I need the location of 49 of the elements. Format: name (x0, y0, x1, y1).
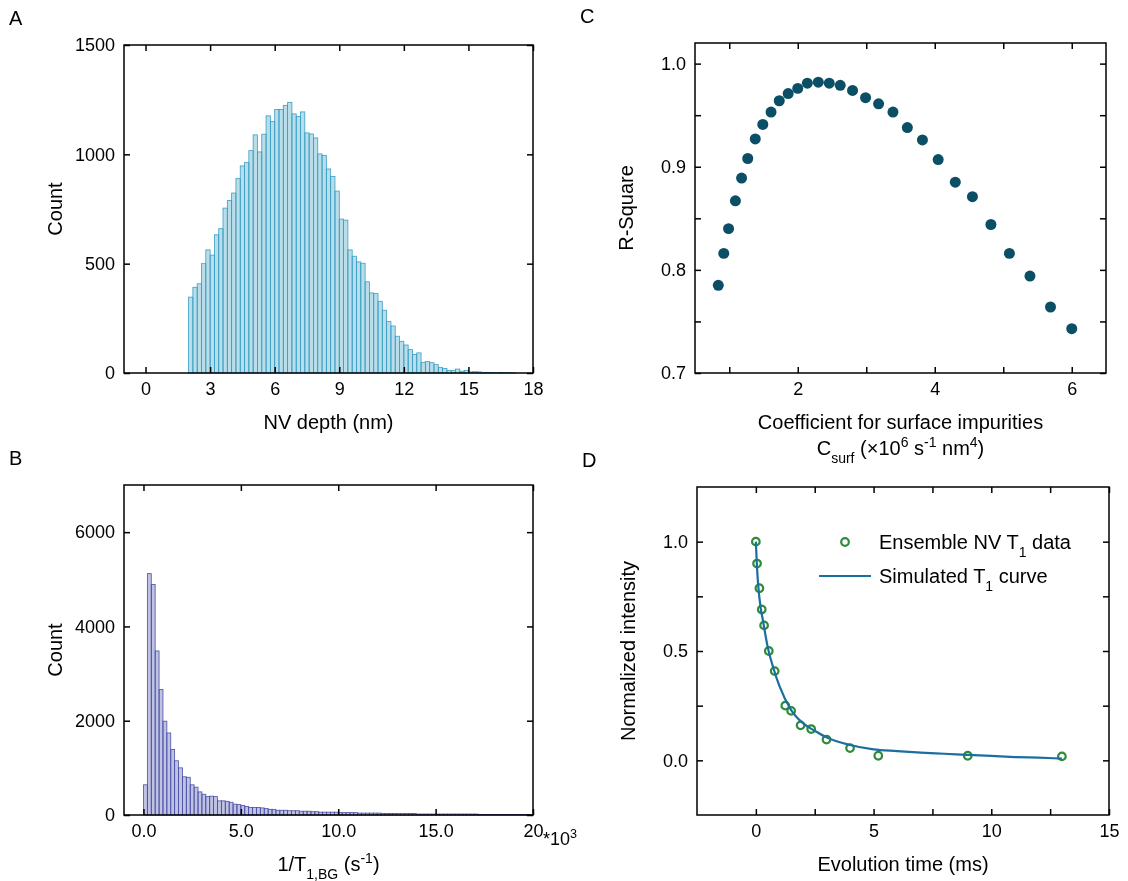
y-tick-label: 0 (104, 363, 115, 384)
y-tick-label: 0.7 (660, 363, 686, 384)
chart-title: D (582, 449, 597, 471)
y-tick-label: 0.8 (660, 260, 686, 281)
y-axis-title: Count (44, 181, 66, 236)
y-tick-label: 1.0 (662, 531, 688, 552)
y-tick-label: 1.0 (660, 53, 686, 74)
chart-title: B (9, 447, 23, 469)
y-tick-label: 2000 (74, 710, 115, 731)
x-tick-label: 9 (334, 378, 345, 399)
y-tick-label: 0.0 (662, 750, 688, 771)
x-tick-label: 5 (869, 820, 880, 841)
x-tick-label: 0.0 (131, 820, 157, 841)
x-tick-label: 0 (751, 820, 762, 841)
x-tick-label: 18 (523, 378, 544, 399)
x-tick-label: 5.0 (228, 820, 254, 841)
x-tick-label: 15 (458, 378, 479, 399)
x-tick-label: 3 (205, 378, 216, 399)
x-tick-label: 4 (930, 378, 941, 399)
chart-title: C (580, 5, 595, 27)
y-axis-title: Count (44, 622, 66, 677)
y-axis-title: R-Square (615, 165, 637, 251)
x-tick-label: 6 (1067, 378, 1078, 399)
y-tick-label: 4000 (74, 616, 115, 637)
x-axis-title: NV depth (nm) (263, 411, 394, 433)
legend-label: Ensemble NV T$_{1}$ data (879, 531, 1072, 560)
y-axis-title: Normalized intensity (617, 560, 639, 742)
x-tick-label: 0 (141, 378, 152, 399)
x-tick-label: 12 (394, 378, 415, 399)
legend-label: Simulated T$_{1}$ curve (879, 565, 1048, 594)
text: Coefficient for surface impurities C$_{surf}$ (×10$^{6}$ s$^{-1}$ nm$^{4}$) (757, 411, 1044, 466)
x-tick-label: 2 (793, 378, 804, 399)
x-axis-title: 1/T$_{1,BG}$ (s$^{-1}$) (277, 850, 380, 881)
x-tick-label: 6 (270, 378, 281, 399)
x-tick-label: 15.0 (418, 820, 454, 841)
x-tick-label: 10.0 (321, 820, 357, 841)
y-tick-label: 500 (84, 253, 115, 274)
x-tick-label: 20 (523, 820, 544, 841)
y-tick-label: 6000 (74, 522, 115, 543)
y-tick-label: 0.9 (660, 157, 686, 178)
x-axis-title: Evolution time (ms) (817, 853, 989, 875)
y-tick-label: 0.5 (662, 641, 688, 662)
y-tick-label: 1500 (74, 35, 115, 56)
x-tick-label: 10 (981, 820, 1002, 841)
text: *10$^{3}$ (543, 827, 578, 849)
x-tick-label: 15 (1099, 820, 1120, 841)
y-tick-label: 1000 (74, 144, 115, 165)
chart-title: A (9, 7, 23, 29)
y-tick-label: 0 (104, 805, 115, 826)
